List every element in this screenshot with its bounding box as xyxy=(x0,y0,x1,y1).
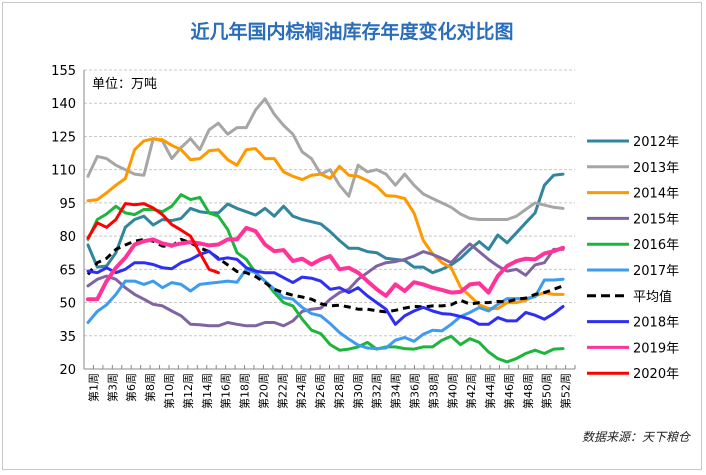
series-line-2019年 xyxy=(86,225,565,302)
series-line-2018年 xyxy=(86,249,565,326)
y-tick-label: 35 xyxy=(59,330,76,345)
series-line-2020年 xyxy=(86,202,220,275)
x-tick-label: 第46周 xyxy=(502,373,516,409)
legend-label: 2016年 xyxy=(633,238,679,253)
x-tick-label: 第24周 xyxy=(294,373,308,409)
y-tick-label: 125 xyxy=(51,130,76,145)
y-tick-label: 65 xyxy=(59,263,76,278)
x-tick-label: 第42周 xyxy=(464,373,478,409)
legend-label: 2017年 xyxy=(633,264,679,279)
x-tick-label: 第16周 xyxy=(219,373,233,409)
series-line-2016年 xyxy=(86,193,565,364)
y-tick-label: 20 xyxy=(59,363,76,378)
chart-title: 近几年国内棕榈油库存年度变化对比图 xyxy=(190,20,513,43)
series-line-2014年 xyxy=(86,137,565,310)
x-tick-label: 第10周 xyxy=(162,373,176,409)
x-tick-label: 第44周 xyxy=(483,373,497,409)
x-tick-label: 第30周 xyxy=(351,373,365,409)
legend-label: 2018年 xyxy=(633,316,679,331)
legend-label: 2012年 xyxy=(633,135,679,150)
x-tick-label: 第38周 xyxy=(426,373,440,409)
x-tick-label: 第26周 xyxy=(313,373,327,409)
source-label: 数据来源：天下粮仓 xyxy=(582,430,692,444)
x-tick-label: 第40周 xyxy=(445,373,459,409)
legend-label: 2014年 xyxy=(633,187,679,202)
series-line-2017年 xyxy=(86,267,565,351)
x-tick-label: 第52周 xyxy=(559,373,573,409)
series-line-平均值 xyxy=(86,237,564,314)
y-tick-label: 140 xyxy=(51,97,76,112)
legend-label: 2015年 xyxy=(633,212,679,227)
legend-label: 平均值 xyxy=(633,289,672,305)
unit-label: 单位：万吨 xyxy=(92,77,157,92)
y-tick-label: 155 xyxy=(51,64,76,79)
legend-label: 2020年 xyxy=(633,367,679,382)
legend-label: 2013年 xyxy=(633,161,679,176)
x-tick-label: 第6周 xyxy=(124,373,138,402)
x-tick-label: 第36周 xyxy=(407,373,421,409)
y-tick-label: 110 xyxy=(51,164,76,179)
x-tick-label: 第1周 xyxy=(86,373,100,402)
y-tick-label: 95 xyxy=(59,197,76,212)
x-tick-label: 第18周 xyxy=(238,373,252,409)
x-tick-label: 第22周 xyxy=(275,373,289,409)
x-tick-label: 第50周 xyxy=(540,373,554,409)
y-tick-label: 50 xyxy=(59,297,76,312)
legend-label: 2019年 xyxy=(633,341,679,356)
x-tick-label: 第32周 xyxy=(370,373,384,409)
series-line-2013年 xyxy=(86,97,565,221)
x-tick-label: 第14周 xyxy=(200,373,214,409)
x-tick-label: 第3周 xyxy=(105,373,119,402)
x-tick-label: 第12周 xyxy=(181,373,195,409)
x-tick-label: 第8周 xyxy=(143,373,157,402)
x-tick-label: 第34周 xyxy=(389,373,403,409)
x-tick-label: 第20周 xyxy=(256,373,270,409)
y-tick-label: 80 xyxy=(59,230,76,245)
x-tick-label: 第28周 xyxy=(332,373,346,409)
x-tick-label: 第48周 xyxy=(521,373,535,409)
